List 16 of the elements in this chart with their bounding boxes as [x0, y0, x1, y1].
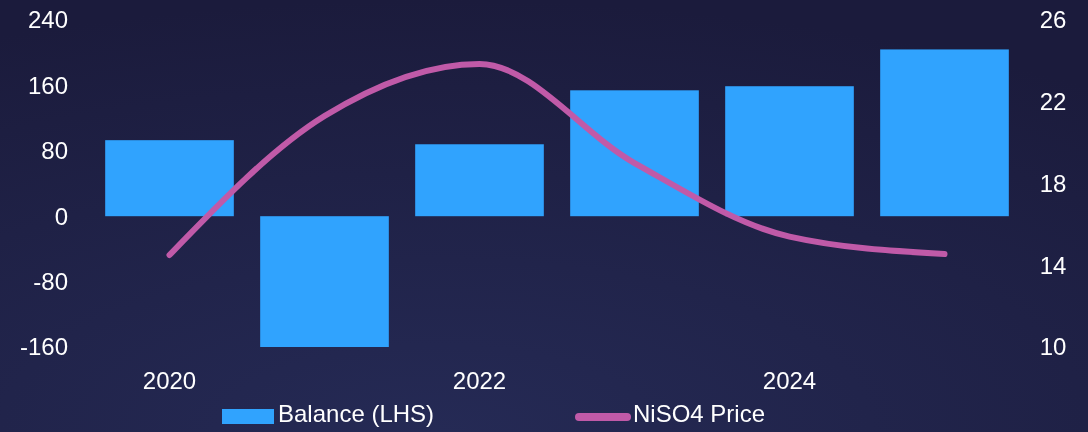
legend-label: Balance (LHS)	[278, 400, 435, 428]
x-tick-label: 2024	[762, 367, 817, 395]
legend-label: NiSO4 Price	[633, 400, 766, 428]
y2-tick-label: 14	[1039, 251, 1067, 279]
y2-tick-label: 22	[1039, 88, 1067, 116]
y-tick-label: 160	[27, 71, 68, 99]
x-tick-label: 2020	[142, 367, 197, 395]
y2-tick-label: 18	[1039, 169, 1067, 197]
y-tick-label: 80	[41, 137, 68, 165]
y-tick-label: -160	[19, 333, 68, 361]
y-tick-label: 0	[54, 202, 68, 230]
x-tick-label: 2022	[452, 367, 507, 395]
y-tick-label: -80	[33, 268, 68, 295]
y-tick-label: 240	[27, 6, 68, 34]
y2-tick-label: 10	[1039, 333, 1067, 361]
y2-tick-label: 26	[1039, 6, 1067, 34]
